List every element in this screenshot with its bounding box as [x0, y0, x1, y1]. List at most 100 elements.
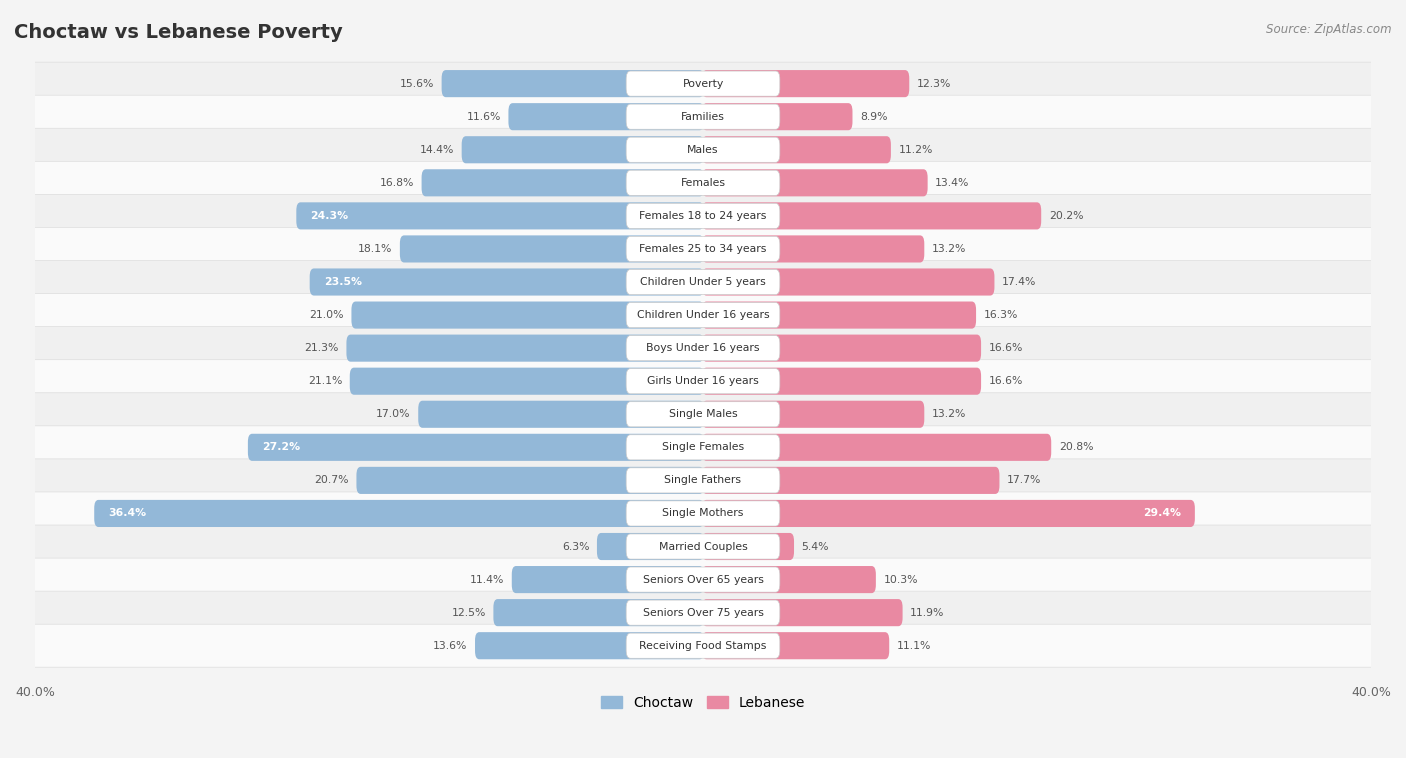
Text: 17.7%: 17.7% [1007, 475, 1042, 485]
FancyBboxPatch shape [702, 632, 889, 659]
FancyBboxPatch shape [626, 633, 780, 658]
FancyBboxPatch shape [0, 327, 1406, 370]
FancyBboxPatch shape [441, 70, 704, 97]
FancyBboxPatch shape [350, 368, 704, 395]
Text: 20.7%: 20.7% [315, 475, 349, 485]
Text: Single Females: Single Females [662, 443, 744, 453]
Text: 29.4%: 29.4% [1143, 509, 1181, 518]
FancyBboxPatch shape [702, 500, 1195, 527]
Text: Poverty: Poverty [682, 79, 724, 89]
FancyBboxPatch shape [357, 467, 704, 494]
FancyBboxPatch shape [422, 169, 704, 196]
Text: 27.2%: 27.2% [262, 443, 301, 453]
FancyBboxPatch shape [0, 393, 1406, 436]
Text: 21.3%: 21.3% [305, 343, 339, 353]
FancyBboxPatch shape [702, 467, 1000, 494]
Text: 13.2%: 13.2% [932, 409, 966, 419]
FancyBboxPatch shape [702, 368, 981, 395]
FancyBboxPatch shape [702, 70, 910, 97]
FancyBboxPatch shape [0, 525, 1406, 568]
Text: 18.1%: 18.1% [359, 244, 392, 254]
Text: 8.9%: 8.9% [860, 111, 887, 122]
FancyBboxPatch shape [702, 533, 794, 560]
FancyBboxPatch shape [626, 302, 780, 327]
Text: 21.1%: 21.1% [308, 376, 342, 386]
FancyBboxPatch shape [626, 368, 780, 393]
FancyBboxPatch shape [702, 401, 924, 428]
Text: 13.6%: 13.6% [433, 641, 468, 650]
FancyBboxPatch shape [0, 96, 1406, 138]
FancyBboxPatch shape [626, 534, 780, 559]
FancyBboxPatch shape [0, 591, 1406, 634]
FancyBboxPatch shape [626, 269, 780, 295]
FancyBboxPatch shape [626, 236, 780, 262]
FancyBboxPatch shape [0, 492, 1406, 535]
FancyBboxPatch shape [352, 302, 704, 329]
FancyBboxPatch shape [346, 334, 704, 362]
FancyBboxPatch shape [418, 401, 704, 428]
FancyBboxPatch shape [598, 533, 704, 560]
Text: 16.8%: 16.8% [380, 178, 413, 188]
FancyBboxPatch shape [475, 632, 704, 659]
Text: Single Males: Single Males [669, 409, 737, 419]
Text: 11.4%: 11.4% [470, 575, 505, 584]
Text: 11.1%: 11.1% [897, 641, 931, 650]
Text: Source: ZipAtlas.com: Source: ZipAtlas.com [1267, 23, 1392, 36]
FancyBboxPatch shape [247, 434, 704, 461]
FancyBboxPatch shape [626, 203, 780, 228]
Text: 12.5%: 12.5% [451, 608, 486, 618]
FancyBboxPatch shape [0, 261, 1406, 303]
FancyBboxPatch shape [509, 103, 704, 130]
FancyBboxPatch shape [702, 566, 876, 593]
Text: Girls Under 16 years: Girls Under 16 years [647, 376, 759, 386]
Text: 21.0%: 21.0% [309, 310, 344, 320]
FancyBboxPatch shape [626, 71, 780, 96]
FancyBboxPatch shape [399, 236, 704, 262]
Text: 20.2%: 20.2% [1049, 211, 1083, 221]
Text: Seniors Over 75 years: Seniors Over 75 years [643, 608, 763, 618]
Text: 11.6%: 11.6% [467, 111, 501, 122]
Text: 13.2%: 13.2% [932, 244, 966, 254]
FancyBboxPatch shape [702, 599, 903, 626]
Text: 12.3%: 12.3% [917, 79, 950, 89]
FancyBboxPatch shape [702, 236, 924, 262]
Text: 20.8%: 20.8% [1059, 443, 1094, 453]
FancyBboxPatch shape [0, 62, 1406, 105]
Text: 13.4%: 13.4% [935, 178, 970, 188]
Text: Males: Males [688, 145, 718, 155]
Text: 36.4%: 36.4% [108, 509, 146, 518]
FancyBboxPatch shape [702, 103, 852, 130]
Text: Families: Families [681, 111, 725, 122]
Text: 11.2%: 11.2% [898, 145, 932, 155]
FancyBboxPatch shape [0, 293, 1406, 337]
Text: Seniors Over 65 years: Seniors Over 65 years [643, 575, 763, 584]
Text: 23.5%: 23.5% [323, 277, 361, 287]
Text: Single Fathers: Single Fathers [665, 475, 741, 485]
FancyBboxPatch shape [702, 334, 981, 362]
Text: Females: Females [681, 178, 725, 188]
Text: Single Mothers: Single Mothers [662, 509, 744, 518]
Text: 16.6%: 16.6% [988, 343, 1024, 353]
FancyBboxPatch shape [702, 202, 1042, 230]
FancyBboxPatch shape [626, 137, 780, 162]
Text: Females 25 to 34 years: Females 25 to 34 years [640, 244, 766, 254]
FancyBboxPatch shape [461, 136, 704, 163]
FancyBboxPatch shape [626, 435, 780, 460]
FancyBboxPatch shape [702, 434, 1052, 461]
FancyBboxPatch shape [702, 169, 928, 196]
Text: Children Under 16 years: Children Under 16 years [637, 310, 769, 320]
Text: Choctaw vs Lebanese Poverty: Choctaw vs Lebanese Poverty [14, 23, 343, 42]
FancyBboxPatch shape [626, 402, 780, 427]
Text: 10.3%: 10.3% [883, 575, 918, 584]
Text: 17.4%: 17.4% [1002, 277, 1036, 287]
Legend: Choctaw, Lebanese: Choctaw, Lebanese [595, 690, 811, 715]
Text: 5.4%: 5.4% [801, 541, 830, 552]
Text: Boys Under 16 years: Boys Under 16 years [647, 343, 759, 353]
FancyBboxPatch shape [626, 567, 780, 592]
FancyBboxPatch shape [626, 468, 780, 493]
Text: 15.6%: 15.6% [399, 79, 434, 89]
FancyBboxPatch shape [626, 501, 780, 526]
Text: 16.6%: 16.6% [988, 376, 1024, 386]
FancyBboxPatch shape [626, 600, 780, 625]
Text: 16.3%: 16.3% [984, 310, 1018, 320]
